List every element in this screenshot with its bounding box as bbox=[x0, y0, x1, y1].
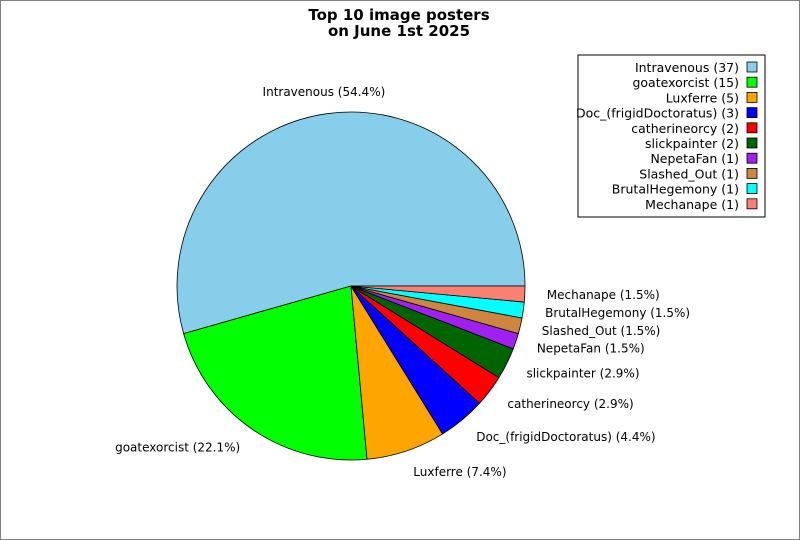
legend: Intravenous (37)goatexorcist (15)Luxferr… bbox=[576, 54, 766, 218]
slice-label-slickpainter: slickpainter (2.9%) bbox=[526, 366, 639, 380]
legend-swatch-catherineorcy bbox=[746, 122, 758, 134]
slice-label-doc-frigiddoctoratus: Doc_(frigidDoctoratus) (4.4%) bbox=[476, 430, 655, 444]
slice-label-goatexorcist: goatexorcist (22.1%) bbox=[115, 441, 240, 455]
legend-label-intravenous: Intravenous (37) bbox=[635, 60, 739, 75]
legend-label-catherineorcy: catherineorcy (2) bbox=[631, 121, 739, 136]
slice-label-catherineorcy: catherineorcy (2.9%) bbox=[507, 397, 633, 411]
pie-slice-intravenous bbox=[176, 111, 526, 335]
slice-label-nepetafan: NepetaFan (1.5%) bbox=[537, 341, 645, 355]
legend-label-mechanape: Mechanape (1) bbox=[645, 197, 739, 212]
pie-slice-labels: Intravenous (54.4%) goatexorcist (22.1%) L… bbox=[115, 85, 690, 479]
legend-swatch-slashed-out bbox=[746, 167, 758, 179]
legend-label-slickpainter: slickpainter (2) bbox=[645, 136, 739, 151]
legend-swatch-slickpainter bbox=[746, 137, 758, 149]
legend-swatch-brutalhegemony bbox=[746, 183, 758, 195]
slice-label-luxferre: Luxferre (7.4%) bbox=[413, 465, 506, 479]
legend-swatch-doc-frigiddoctoratus bbox=[746, 107, 758, 118]
slice-label-brutalhegemony: BrutalHegemony (1.5%) bbox=[545, 306, 690, 320]
legend-label-slashed-out: Slashed_Out (1) bbox=[639, 166, 739, 181]
legend-swatch-mechanape bbox=[746, 198, 758, 210]
legend-label-nepetafan: NepetaFan (1) bbox=[650, 151, 739, 166]
legend-swatch-nepetafan bbox=[746, 152, 758, 164]
legend-swatch-luxferre bbox=[746, 92, 758, 103]
pie-slice-goatexorcist bbox=[183, 285, 368, 461]
slice-label-slashed-out: Slashed_Out (1.5%) bbox=[542, 324, 661, 338]
slice-label-mechanape: Mechanape (1.5%) bbox=[547, 288, 660, 302]
legend-box bbox=[577, 54, 766, 218]
legend-label-brutalhegemony: BrutalHegemony (1) bbox=[612, 182, 739, 197]
legend-swatch-goatexorcist bbox=[746, 76, 758, 88]
pie-slice-mechanape bbox=[350, 285, 526, 303]
legend-label-goatexorcist: goatexorcist (15) bbox=[632, 75, 739, 90]
pie-slices bbox=[176, 111, 526, 461]
chart-title-line-2: on June 1st 2025 bbox=[328, 22, 470, 40]
chart-title-line-1: Top 10 image posters bbox=[308, 6, 489, 24]
legend-label-doc-frigiddoctoratus: Doc_(frigidDoctoratus) (3) bbox=[576, 106, 739, 121]
slice-label-intravenous: Intravenous (54.4%) bbox=[263, 85, 386, 99]
legend-label-luxferre: Luxferre (5) bbox=[666, 90, 739, 105]
legend-swatch-intravenous bbox=[746, 61, 758, 73]
